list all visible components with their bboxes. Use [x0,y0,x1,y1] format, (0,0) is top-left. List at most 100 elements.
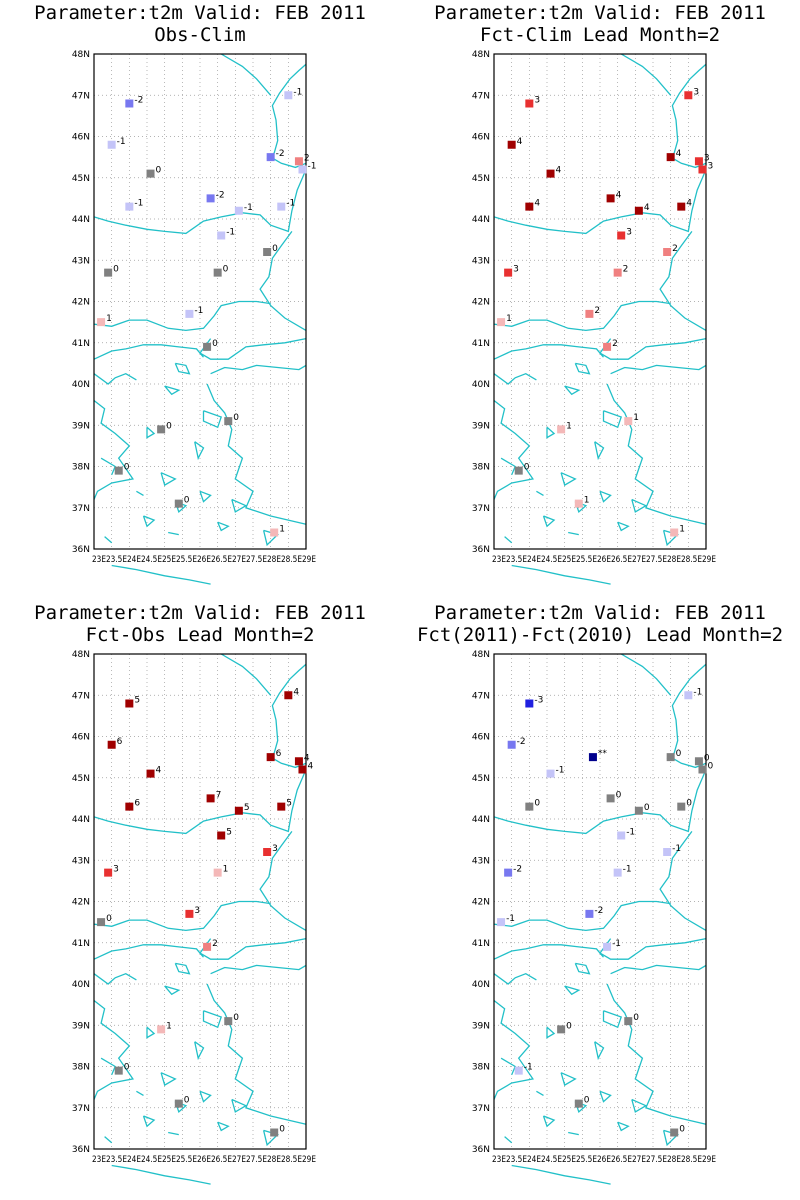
panel-title-line1: Parameter:t2m Valid: FEB 2011 [434,2,766,24]
station-marker [617,831,626,840]
coastline [142,515,156,528]
grid-lines [493,53,707,550]
station-value-label: 6 [134,799,140,809]
station-marker [666,153,675,162]
station-marker [298,165,307,174]
station-marker [546,769,555,778]
station-marker [146,169,155,178]
station-value-label: 1 [584,496,590,506]
lat-tick-label: 48N [472,50,490,60]
station-value-label: 1 [166,1021,172,1031]
lat-tick-label: 45N [72,774,90,784]
panel-title-line1: Parameter:t2m Valid: FEB 2011 [34,2,366,24]
lat-tick-label: 40N [472,380,490,390]
coastline [670,756,707,769]
lat-tick-label: 42N [472,898,490,908]
lat-tick-label: 48N [472,650,490,660]
coastline [194,441,205,461]
coastline [546,1026,556,1039]
station-marker [277,202,286,211]
coastline [493,944,604,960]
station-value-label: 0 [124,463,130,473]
station-marker [684,691,693,700]
coastline [199,490,212,503]
coastline [146,426,156,439]
lat-tick-label: 41N [472,939,490,949]
coastline [594,1041,605,1061]
coastline [631,1098,648,1113]
station-value-label: 0 [124,1063,130,1073]
station-marker [670,528,679,537]
coastline [136,1090,144,1096]
coastline [599,337,707,360]
station-value-label: 0 [233,413,239,423]
coastline [217,1121,230,1132]
lat-tick-label: 46N [472,733,490,743]
coastline [564,385,581,396]
station-value-label: 4 [517,137,523,147]
coastline [542,1115,556,1128]
station-marker [507,140,516,149]
station-marker [514,466,523,475]
station-value-label: 1 [633,413,639,423]
lat-tick-label: 37N [72,504,90,514]
coastline [493,344,604,360]
station-marker [294,157,303,166]
coastlines [493,653,707,1185]
coastline [617,521,630,532]
lat-tick-label: 36N [472,1145,490,1155]
station-value-label: -2 [276,149,285,159]
station-marker [497,918,506,927]
station-marker [114,466,123,475]
station-value-label: 7 [216,790,222,800]
coastline [511,1164,611,1185]
coastline [500,1057,517,1076]
lat-tick-label: 43N [72,256,90,266]
coastline [168,531,179,536]
coastline [220,653,272,696]
lat-tick-label: 37N [72,1104,90,1114]
station-marker [617,231,626,240]
coastline [206,983,307,1125]
station-marker [694,757,703,766]
station-marker [107,740,116,749]
lat-tick-label: 41N [472,339,490,349]
lat-tick-label: 48N [72,650,90,660]
station-value-label: 3 [626,228,632,238]
station-marker [585,909,594,918]
coastline [93,944,204,960]
coastline [546,426,556,439]
coastline [493,972,537,985]
station-value-label: 5 [226,828,232,838]
station-marker [206,194,215,203]
lat-tick-label: 46N [72,133,90,143]
coastline [220,53,272,96]
lat-tick-label: 40N [472,980,490,990]
coastline [594,441,605,461]
station-marker [294,757,303,766]
coastline [93,900,271,932]
station-marker [104,868,113,877]
coastline [560,472,577,487]
station-value-label: 1 [679,525,685,535]
station-marker [613,868,622,877]
panel-title-line2: Fct-Clim Lead Month=2 [479,24,721,46]
station-value-label: -2 [517,737,526,747]
station-value-label: -1 [244,203,253,213]
lat-tick-label: 45N [72,174,90,184]
coastline [564,985,581,996]
station-value-label: -1 [194,306,203,316]
station-marker [504,868,513,877]
station-value-label: 4 [556,166,562,176]
station-marker [525,802,534,811]
station-marker [525,699,534,708]
coastline [160,472,177,487]
station-value-label: -1 [117,137,126,147]
station-value-label: 5 [244,803,250,813]
station-marker [203,342,212,351]
lat-tick-label: 44N [472,815,490,825]
station-marker [634,206,643,215]
